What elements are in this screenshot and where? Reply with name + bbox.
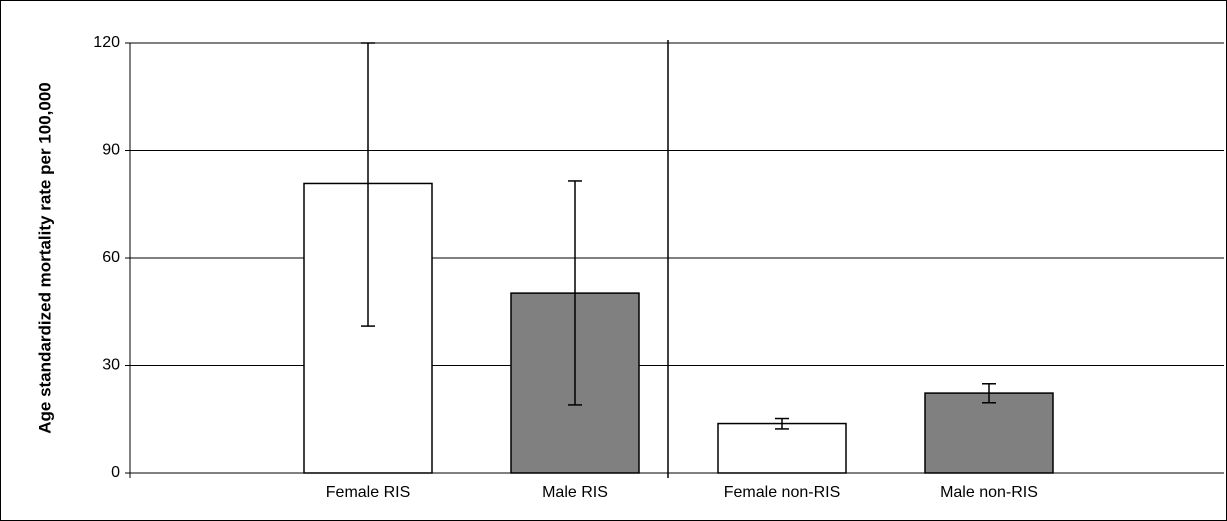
y-tick-label: 30 (102, 357, 120, 374)
x-tick-label: Male RIS (542, 484, 608, 501)
x-tick-label: Male non-RIS (940, 484, 1038, 501)
y-tick-label: 0 (111, 464, 120, 481)
y-tick-label: 60 (102, 249, 120, 266)
x-tick-label: Female RIS (326, 484, 410, 501)
y-tick-label: 120 (93, 34, 120, 51)
y-axis-title: Age standardized mortality rate per 100,… (35, 82, 54, 433)
bar (924, 392, 1054, 474)
y-tick-label: 90 (102, 142, 120, 159)
bar (717, 422, 847, 474)
x-tick-label: Female non-RIS (724, 484, 841, 501)
